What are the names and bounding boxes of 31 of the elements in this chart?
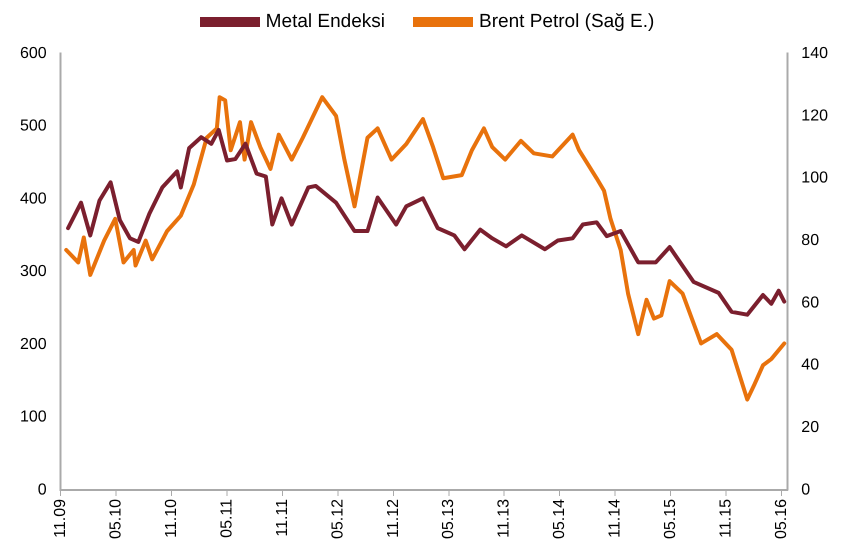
y2-tick-label: 20: [801, 419, 820, 436]
y-tick-label: 300: [20, 263, 47, 280]
x-tick-label: 11.15: [717, 498, 734, 538]
x-tick-label: 05.12: [329, 498, 346, 540]
y-tick-label: 100: [20, 408, 47, 426]
y2-tick-label: 60: [801, 294, 820, 312]
y-tick-label: 500: [20, 118, 47, 135]
y-tick-label: 400: [20, 190, 47, 208]
y2-tick-label: 0: [801, 481, 810, 498]
y2-tick-label: 80: [801, 232, 820, 250]
y2-tick-label: 40: [801, 356, 820, 374]
x-tick-label: 05.13: [440, 498, 458, 540]
x-tick-label: 11.10: [162, 498, 180, 538]
x-tick-label: 05.11: [218, 498, 236, 538]
x-tick-label: 05.10: [108, 498, 125, 540]
y-tick-label: 0: [38, 481, 47, 498]
y2-tick-label: 100: [801, 170, 828, 187]
y2-tick-label: 140: [801, 45, 828, 62]
x-tick-label: 11.14: [606, 498, 624, 538]
y-tick-label: 200: [20, 336, 47, 353]
x-tick-label: 11.13: [496, 498, 513, 538]
x-tick-label: 05.15: [662, 498, 679, 540]
x-tick-label: 11.12: [384, 498, 402, 538]
x-tick-label: 11.11: [274, 498, 291, 537]
y-tick-label: 600: [20, 45, 47, 62]
x-tick-label: 11.09: [52, 498, 70, 538]
legend-label: Metal Endeksi: [266, 11, 386, 33]
x-tick-label: 05.14: [551, 498, 568, 540]
legend-label: Brent Petrol (Sağ E.): [479, 11, 654, 33]
x-tick-label: 05.16: [772, 498, 790, 540]
y2-tick-label: 120: [801, 107, 828, 124]
